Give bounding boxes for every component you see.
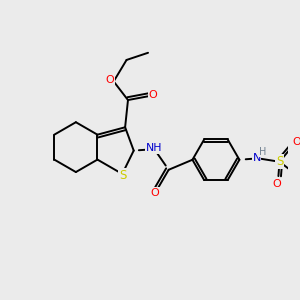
Text: O: O: [106, 75, 115, 85]
Text: O: O: [292, 137, 300, 147]
Text: S: S: [276, 155, 283, 168]
Text: H: H: [259, 147, 267, 157]
Text: NH: NH: [146, 143, 163, 153]
Text: O: O: [149, 90, 158, 100]
Text: N: N: [252, 153, 261, 163]
Text: S: S: [119, 169, 127, 182]
Text: O: O: [151, 188, 160, 198]
Text: O: O: [272, 179, 281, 189]
